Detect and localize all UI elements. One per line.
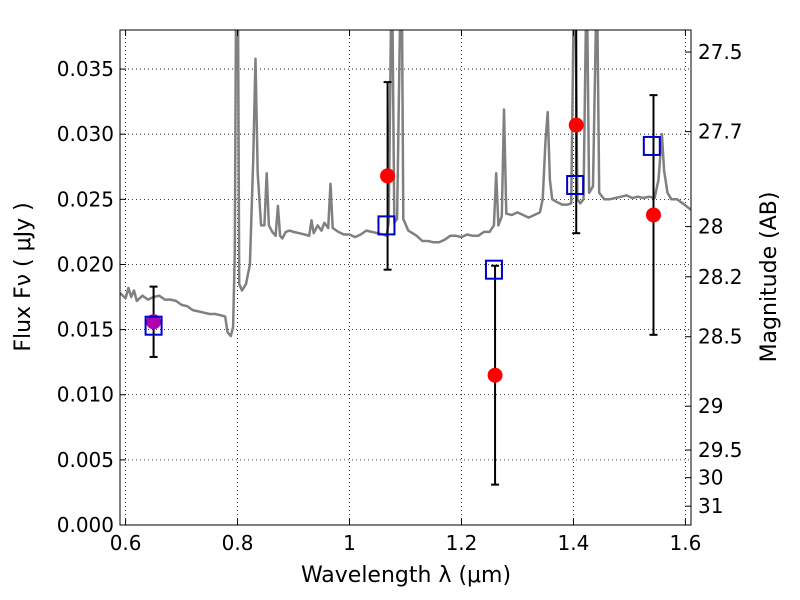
spectrum-line [120,30,691,338]
x-axis-label: Wavelength λ (μm) [301,563,511,588]
y-tick-label: 0.010 [57,383,114,407]
observed-point [380,168,396,184]
x-axis: 0.6 0.8 1 1.2 1.4 1.6 [110,30,701,555]
x-tick-label: 0.8 [222,531,254,555]
right-tick-label: 27.7 [698,120,743,144]
model-points [144,135,661,336]
y-tick-label: 0.035 [57,57,114,81]
observed-point [487,367,503,383]
grid [120,30,691,526]
y-axis-label: Flux Fν ( μJy ) [11,202,36,351]
model-square [484,259,503,280]
x-tick-label: 1.4 [558,531,590,555]
plot-frame [119,29,692,526]
right-tick-label: 30 [698,466,723,490]
observed-point [146,314,162,330]
right-tick-label: 29.5 [698,438,743,462]
y-axis-right: 27.5 27.7 28 28.2 28.5 29 29.5 30 31 [685,40,743,518]
x-tick-label: 1 [343,531,356,555]
model-square [566,175,585,196]
right-tick-label: 29 [698,394,723,418]
x-tick-label: 1.2 [446,531,478,555]
spectrum-layer [120,30,691,338]
y-tick-label: 0.030 [57,122,114,146]
right-tick-label: 31 [698,494,723,518]
y-tick-label: 0.000 [57,513,114,537]
y-tick-label: 0.005 [57,448,114,472]
model-square [144,315,163,336]
y-tick-label: 0.025 [57,187,114,211]
observed-points [146,117,661,383]
right-tick-label: 28 [698,215,723,239]
y-tick-label: 0.015 [57,318,114,342]
x-tick-label: 1.6 [669,531,701,555]
x-tick-label: 0.6 [110,531,142,555]
y-axis-left: 0.000 0.005 0.010 0.015 0.020 0.025 0.030 0.035 [57,57,126,537]
right-tick-label: 27.5 [698,40,743,64]
right-tick-label: 28.5 [698,325,743,349]
observed-point [645,207,661,223]
model-square [377,215,396,236]
y-tick-label: 0.020 [57,252,114,276]
right-tick-label: 28.2 [698,265,743,289]
model-square [642,135,661,156]
observed-point [568,117,584,133]
right-axis-label: Magnitude (AB) [757,192,782,363]
